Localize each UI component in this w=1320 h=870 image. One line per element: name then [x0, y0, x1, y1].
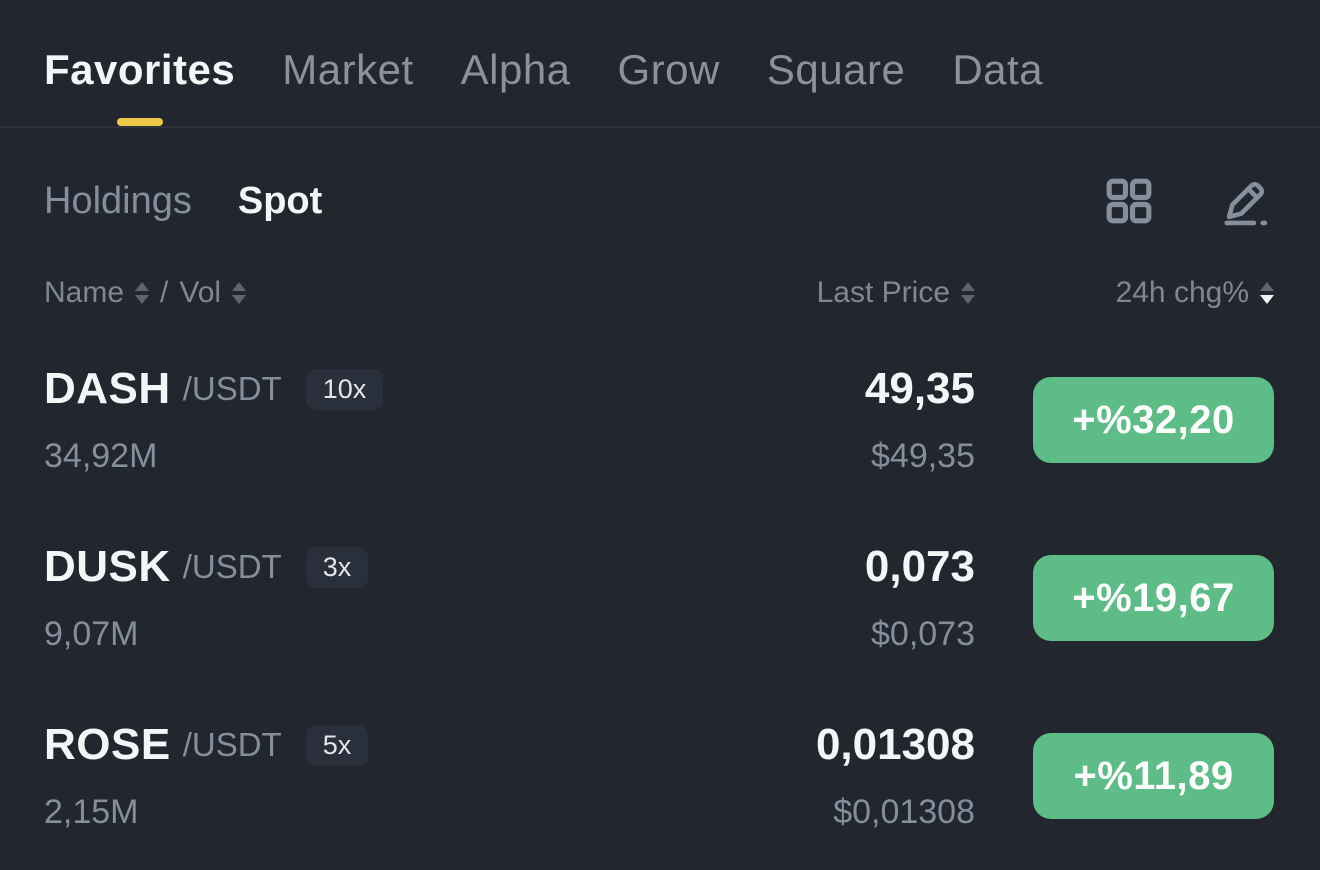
- change-badge[interactable]: +%19,67: [1033, 555, 1274, 641]
- sort-icon-24h-change: [1260, 282, 1274, 304]
- tab-data-label: Data: [952, 46, 1044, 93]
- last-price: 49,35: [864, 364, 975, 413]
- last-price: 0,01308: [815, 720, 975, 769]
- grid-layout-icon[interactable]: [1100, 172, 1158, 230]
- header-last-price[interactable]: Last Price: [246, 276, 975, 310]
- fiat-price: $0,01308: [833, 793, 975, 831]
- leverage-badge: 3x: [305, 546, 369, 588]
- sort-icon-name: [135, 282, 150, 304]
- list-subbar: Holdings Spot: [0, 172, 1320, 230]
- price-cell: 49,35 $49,35: [383, 364, 975, 476]
- table-row-dash-usdt[interactable]: DASH /USDT 10x 34,92M 49,35 $49,35 +%32,…: [44, 364, 1274, 476]
- change-cell: +%19,67: [1033, 542, 1274, 654]
- table-header-row: Name / Vol Last Price 24h chg%: [0, 276, 1320, 310]
- table-row-rose-usdt[interactable]: ROSE /USDT 5x 2,15M 0,01308 $0,01308 +%1…: [44, 720, 1274, 832]
- pair-cell: DASH /USDT 10x 34,92M: [44, 364, 384, 476]
- change-cell: +%11,89: [1033, 720, 1274, 832]
- symbol: ROSE: [44, 720, 171, 769]
- last-price: 0,073: [864, 542, 975, 591]
- header-24h-change[interactable]: 24h chg%: [975, 276, 1274, 310]
- edit-pencil-icon[interactable]: [1216, 172, 1274, 230]
- quote-pair: /USDT: [182, 370, 282, 407]
- tab-market[interactable]: Market: [282, 46, 413, 126]
- fiat-price: $49,35: [871, 437, 975, 475]
- header-name-vol[interactable]: Name / Vol: [44, 276, 247, 310]
- subtab-spot[interactable]: Spot: [237, 179, 323, 222]
- header-last-price-label: Last Price: [816, 276, 950, 309]
- header-separator: /: [160, 276, 169, 309]
- symbol: DASH: [44, 364, 171, 413]
- tab-square[interactable]: Square: [767, 46, 905, 126]
- sort-icon-last-price: [961, 282, 975, 304]
- subtab-holdings[interactable]: Holdings: [44, 179, 192, 222]
- header-name-label: Name: [44, 276, 125, 309]
- tab-market-label: Market: [282, 46, 414, 93]
- header-vol-label: Vol: [179, 276, 222, 309]
- price-cell: 0,073 $0,073: [368, 542, 975, 654]
- fiat-price: $0,073: [871, 615, 975, 653]
- active-tab-indicator: [116, 118, 163, 126]
- volume: 2,15M: [44, 793, 139, 831]
- tab-data[interactable]: Data: [952, 46, 1043, 126]
- volume: 34,92M: [44, 437, 158, 475]
- volume: 9,07M: [44, 615, 139, 653]
- top-tabbar: Favorites Market Alpha Grow Square Data: [0, 0, 1320, 128]
- quote-pair: /USDT: [182, 548, 282, 585]
- tab-grow[interactable]: Grow: [618, 46, 720, 126]
- table-row-dusk-usdt[interactable]: DUSK /USDT 3x 9,07M 0,073 $0,073 +%19,67: [44, 542, 1274, 654]
- header-24h-change-label: 24h chg%: [1115, 276, 1249, 309]
- change-badge[interactable]: +%32,20: [1033, 377, 1274, 463]
- tab-square-label: Square: [766, 46, 906, 93]
- tab-alpha[interactable]: Alpha: [461, 46, 571, 126]
- leverage-badge: 10x: [305, 368, 384, 410]
- sort-icon-vol: [232, 282, 247, 304]
- quote-pair: /USDT: [182, 726, 282, 763]
- tab-favorites[interactable]: Favorites: [44, 46, 235, 126]
- price-cell: 0,01308 $0,01308: [368, 720, 975, 832]
- pair-cell: ROSE /USDT 5x 2,15M: [44, 720, 369, 832]
- change-badge[interactable]: +%11,89: [1033, 733, 1274, 819]
- change-cell: +%32,20: [1033, 364, 1274, 476]
- pair-cell: DUSK /USDT 3x 9,07M: [44, 542, 369, 654]
- tab-favorites-label: Favorites: [44, 46, 236, 93]
- symbol: DUSK: [44, 542, 171, 591]
- tab-grow-label: Grow: [617, 46, 720, 93]
- market-list: DASH /USDT 10x 34,92M 49,35 $49,35 +%32,…: [0, 364, 1320, 832]
- leverage-badge: 5x: [305, 724, 369, 766]
- tab-alpha-label: Alpha: [460, 46, 571, 93]
- subbar-actions: [1100, 172, 1274, 230]
